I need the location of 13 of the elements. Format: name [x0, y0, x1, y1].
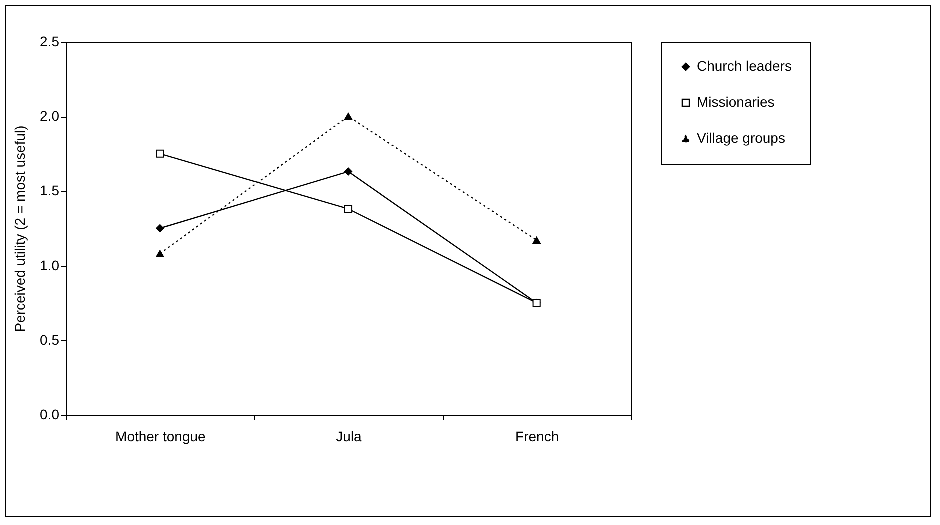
x-tick-label: Jula — [336, 428, 362, 444]
y-tick-label: 2.5 — [40, 34, 60, 50]
y-tick-label: 0.5 — [40, 332, 60, 348]
y-tick-label: 2.0 — [40, 108, 60, 124]
y-tick-label: 1.5 — [40, 182, 60, 199]
y-tick-label: 1.0 — [40, 257, 60, 274]
x-tick-label: French — [516, 428, 560, 444]
x-tick-label: Mother tongue — [116, 428, 206, 444]
legend-label: Missionaries — [697, 94, 775, 110]
legend-label: Village groups — [697, 130, 786, 146]
legend-label: Church leaders — [697, 58, 792, 74]
y-axis-title: Perceived utility (2 = most useful) — [12, 126, 28, 332]
y-tick-label: 0.0 — [40, 406, 60, 422]
